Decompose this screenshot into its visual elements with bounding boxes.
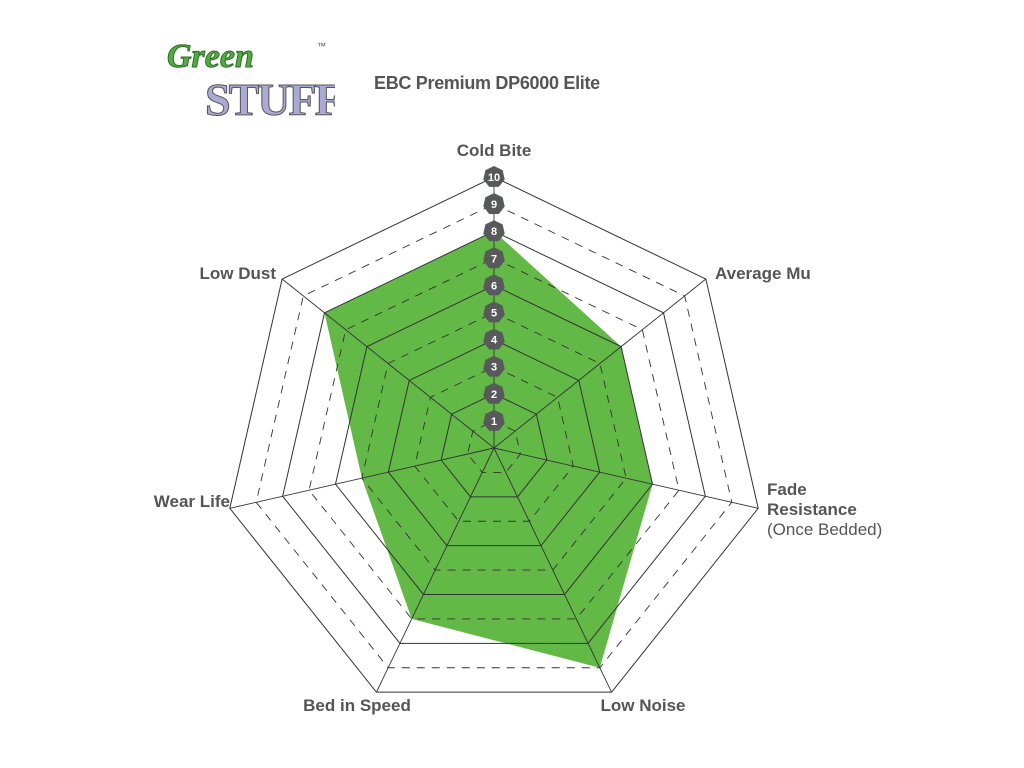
- grid-ring-5: [361, 312, 627, 571]
- scale-badge: [483, 247, 505, 269]
- grid-spoke: [229, 447, 495, 509]
- grid-ring-8: [282, 230, 706, 644]
- scale-tick-label: 9: [491, 199, 497, 211]
- grid-ring-6: [334, 284, 654, 595]
- scale-badge: [483, 355, 505, 377]
- scale-badge: [483, 382, 505, 404]
- grid-spoke: [493, 447, 759, 509]
- axis-label: Bed in Speed: [303, 696, 411, 715]
- scale-tick-label: 8: [491, 226, 497, 238]
- chart-title: EBC Premium DP6000 Elite: [374, 73, 600, 93]
- axis-label: Average Mu: [715, 264, 811, 283]
- scale-badge: [483, 409, 505, 431]
- scale-badge: [483, 274, 505, 296]
- scale-tick-label: 1: [491, 416, 497, 428]
- axis-label: Fade: [767, 480, 807, 499]
- grid-ring-2: [440, 393, 548, 498]
- scale-badge: [483, 328, 505, 350]
- scale-badge: [483, 220, 505, 242]
- axis-label: Cold Bite: [457, 141, 532, 160]
- grid-ring-3: [414, 366, 574, 522]
- scale-tick-label: 6: [491, 280, 497, 292]
- scale-tick-label: 7: [491, 253, 497, 265]
- scale-badge: [483, 301, 505, 323]
- scale-tick-label: 3: [491, 362, 497, 374]
- scale-tick-label: 5: [491, 308, 497, 320]
- svg-text:™: ™: [317, 41, 326, 51]
- svg-text:Green: Green: [167, 38, 254, 75]
- grid-ring-7: [308, 257, 680, 620]
- axis-label: Wear Life: [154, 492, 230, 511]
- grid-ring-4: [387, 339, 601, 547]
- green-stuff-logo: Green STUFF ™: [167, 38, 336, 126]
- scale-badge: [483, 193, 505, 215]
- grid-spoke: [493, 447, 612, 693]
- scale-tick-label: 4: [491, 335, 498, 347]
- grid-ring-1: [467, 420, 521, 473]
- axis-label: Low Dust: [200, 264, 277, 283]
- scale-badge: [483, 166, 505, 187]
- grid-spoke: [281, 278, 495, 449]
- axis-label: Resistance: [767, 500, 857, 519]
- svg-text:STUFF: STUFF: [205, 74, 335, 125]
- scale-tick-label: 2: [491, 389, 497, 401]
- axis-label: Low Noise: [600, 696, 685, 715]
- axis-sublabel: (Once Bedded): [767, 520, 882, 539]
- scale-tick-label: 10: [488, 172, 500, 184]
- grid-ring-10: [229, 176, 759, 693]
- grid-ring-9: [255, 203, 733, 669]
- grid-spoke: [493, 278, 707, 449]
- grid-spoke: [376, 447, 495, 693]
